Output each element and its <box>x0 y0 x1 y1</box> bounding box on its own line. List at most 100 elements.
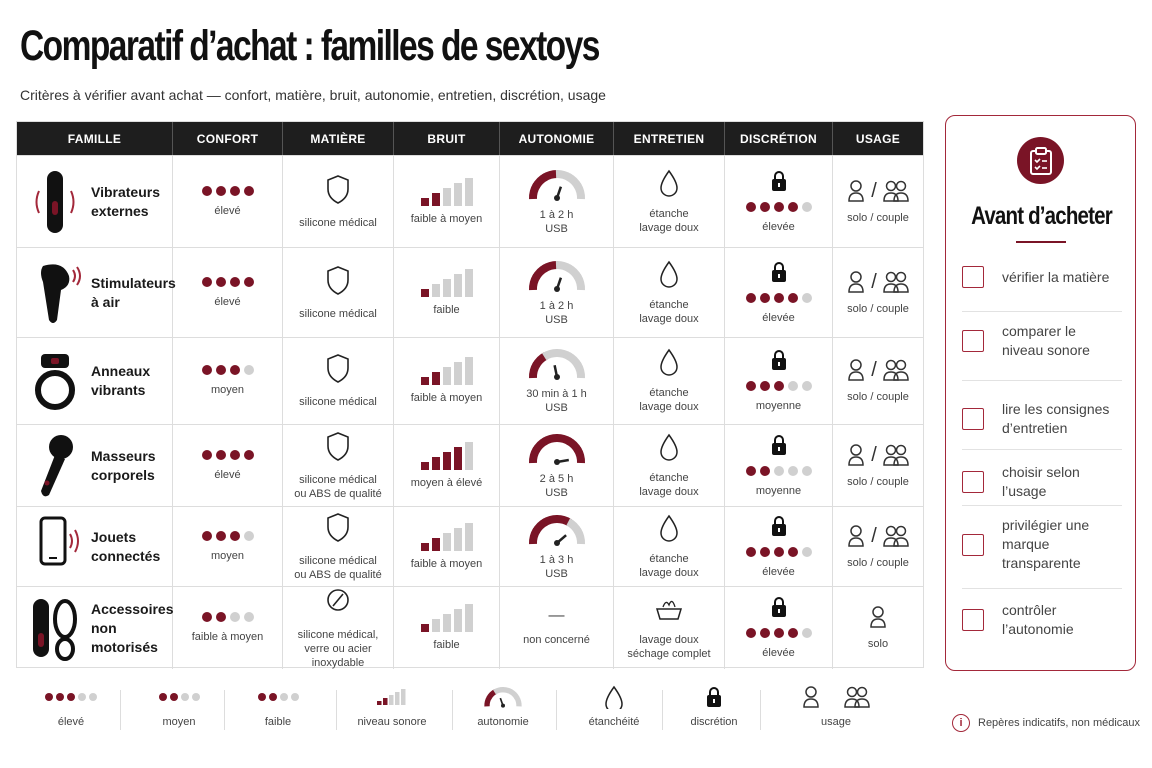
discretion-rating <box>745 628 812 638</box>
drop-icon <box>659 169 679 201</box>
table-row: Jouets connectés moyen silicone médical ou A… <box>17 506 923 586</box>
rating-dot <box>229 530 240 541</box>
care-cell: étanche lavage doux <box>614 507 725 586</box>
rating-dot <box>773 381 784 391</box>
rating-dot <box>229 365 240 375</box>
battery-cell: 1 à 3 h USB <box>500 507 614 586</box>
slash-separator: / <box>871 270 877 293</box>
rating-dot <box>745 201 756 212</box>
care-cell: étanche lavage doux <box>614 425 725 506</box>
care-cell: lavage doux séchage complet <box>614 587 725 669</box>
checklist-item[interactable]: contrôler l’autonomie <box>962 601 1122 639</box>
legend-symbol <box>377 684 407 710</box>
noise-label: faible <box>433 639 460 651</box>
battery-duration: 1 à 3 h <box>539 553 574 566</box>
material-line1: silicone médical <box>299 554 377 567</box>
air-stimulator-icon <box>25 258 85 328</box>
legend-item: autonomie <box>456 684 550 744</box>
discretion-label: élevée <box>762 647 795 659</box>
comfort-label: élevé <box>214 468 241 481</box>
checkbox[interactable] <box>962 408 984 430</box>
checkbox[interactable] <box>962 471 984 493</box>
battery-duration: 1 à 2 h <box>539 208 574 221</box>
legend-item: moyen <box>134 684 224 744</box>
legend-dot <box>180 693 189 701</box>
battery-charge: USB <box>545 567 568 580</box>
drop-icon <box>659 514 679 546</box>
page-title: Comparatif d’achat : familles de sextoys <box>20 22 600 70</box>
checklist-divider <box>962 380 1122 381</box>
checklist-item[interactable]: comparer le niveau sonore <box>962 322 1122 360</box>
care-line1: étanche <box>649 552 689 565</box>
rating-dot <box>773 546 784 557</box>
massager-icon <box>25 431 85 501</box>
noise-bar <box>442 367 451 385</box>
table-row: Vibrateurs externes élevé silicone médical f… <box>17 155 923 247</box>
checklist-item[interactable]: vérifier la matière <box>962 266 1122 288</box>
discretion-rating <box>745 381 812 391</box>
checkbox[interactable] <box>962 330 984 352</box>
column-header: ENTRETIEN <box>614 122 725 155</box>
comfort-cell: élevé <box>173 425 283 506</box>
legend: élevé moyen faible niveau sonore autonomie ét… <box>16 684 1136 744</box>
family-cell: Jouets connectés <box>17 507 173 586</box>
noise-bar <box>442 278 451 297</box>
checkbox[interactable] <box>962 609 984 631</box>
rating-dot <box>787 201 798 212</box>
comfort-cell: moyen <box>173 507 283 586</box>
battery-dash: — <box>548 607 565 624</box>
noise-bars <box>420 604 473 632</box>
checkbox[interactable] <box>962 266 984 288</box>
checklist-item[interactable]: choisir selon l’usage <box>962 463 1122 501</box>
battery-duration: 1 à 2 h <box>539 299 574 312</box>
legend-dot <box>78 693 86 701</box>
legend-dot <box>45 693 53 701</box>
drop-icon <box>659 260 679 292</box>
circle-slash-icon <box>325 586 351 620</box>
rating-dot <box>773 628 784 638</box>
checklist-item[interactable]: lire les consignes d’entretien <box>962 400 1122 438</box>
family-name: Anneaux vibrants <box>91 362 150 400</box>
rating-dot <box>243 530 254 541</box>
comfort-label: moyen <box>210 384 245 396</box>
page-subtitle: Critères à vérifier avant achat — confor… <box>20 87 606 103</box>
battery-cell: 1 à 2 h USB <box>500 156 614 247</box>
checklist-label: vérifier la matière <box>1002 268 1109 287</box>
noise-label: faible à moyen <box>410 212 483 225</box>
discretion-cell: moyenne <box>725 425 833 506</box>
noise-bar <box>420 542 429 551</box>
comfort-cell: élevé <box>173 156 283 247</box>
comfort-cell: élevé <box>173 248 283 337</box>
lock-icon <box>770 170 788 196</box>
legend-divider <box>120 690 121 730</box>
checkbox[interactable] <box>962 533 984 556</box>
checklist-item[interactable]: privilégier une marque transparente <box>962 516 1122 573</box>
person-icon <box>847 270 865 294</box>
battery-charge: USB <box>545 402 568 414</box>
noise-label: moyen à élevé <box>410 476 483 489</box>
material-cell: silicone médical <box>283 338 394 424</box>
rating-dot <box>745 292 756 303</box>
noise-bar <box>431 456 440 470</box>
family-name: Accessoires non motorisés <box>91 600 174 657</box>
usage-icons: / <box>847 179 909 203</box>
legend-label: étanchéité <box>588 716 640 728</box>
legend-symbol <box>256 684 300 710</box>
person-icon <box>847 358 865 382</box>
discretion-cell: élevée <box>725 248 833 337</box>
discretion-cell: élevée <box>725 587 833 669</box>
usage-label: solo / couple <box>847 391 909 403</box>
family-name-line2: à air <box>91 293 120 310</box>
family-name-line1: Vibrateurs <box>91 183 160 200</box>
material-line1: silicone médical <box>299 473 377 486</box>
table-row: Anneaux vibrants moyen silicone médical faib… <box>17 337 923 424</box>
drop-icon <box>659 348 679 380</box>
rating-dot <box>215 530 226 541</box>
table-row: Accessoires non motorisés faible à moyen si… <box>17 586 923 669</box>
shield-icon <box>325 353 351 387</box>
legend-item: discrétion <box>676 684 752 744</box>
rating-dot <box>801 381 812 391</box>
noise-bars <box>420 522 473 551</box>
legend-dot <box>67 693 75 701</box>
noise-bar <box>431 372 440 385</box>
